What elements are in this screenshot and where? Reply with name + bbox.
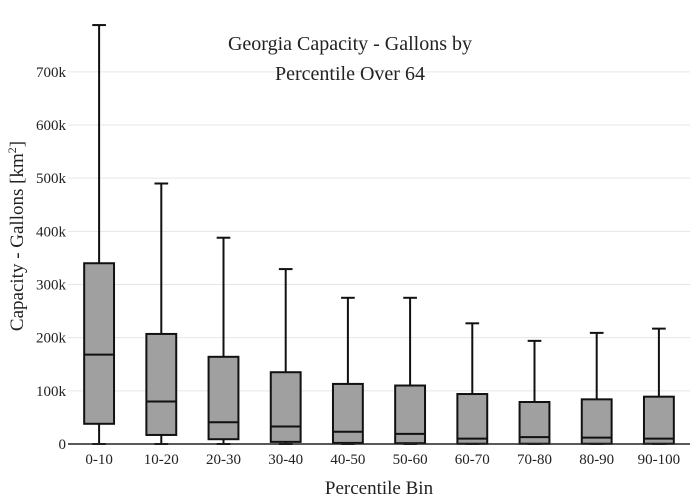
- y-tick-label: 0: [59, 437, 67, 453]
- box-rect: [456, 393, 489, 445]
- y-axis-title-end: ]: [7, 141, 28, 147]
- box-60-70: [456, 322, 489, 445]
- x-tick-label: 80-90: [579, 452, 614, 468]
- box-50-60: [394, 296, 427, 445]
- y-axis-title-superscript: 2: [5, 147, 19, 153]
- box-70-80: [518, 339, 551, 445]
- x-tick-label: 70-80: [517, 452, 552, 468]
- chart-title-line-1: Georgia Capacity - Gallons by: [228, 33, 472, 55]
- box-rect: [642, 395, 675, 445]
- y-tick-label: 400k: [36, 224, 67, 240]
- x-axis-title: Percentile Bin: [325, 478, 434, 499]
- x-tick-label: 40-50: [330, 452, 365, 468]
- box-30-40: [269, 268, 302, 445]
- box-rect: [207, 355, 240, 441]
- x-tick-label: 10-20: [144, 452, 179, 468]
- x-tick-labels: 0-10 10-20 20-30 30-40 40-50 50-60 60-70 70-80 8…: [85, 452, 680, 468]
- box-10-20: [145, 182, 178, 445]
- y-tick-label: 600k: [36, 118, 67, 134]
- y-tick-label: 300k: [36, 278, 67, 294]
- y-tick-labels: 0 100k 200k 300k 400k 500k 600k 700k: [36, 65, 67, 453]
- x-tick-label: 50-60: [393, 452, 428, 468]
- chart-title-line-2: Percentile Over 64: [275, 63, 425, 85]
- x-tick-label: 90-100: [638, 452, 681, 468]
- box-0-10: [83, 24, 116, 445]
- box-rect: [145, 332, 178, 436]
- x-tick-label: 0-10: [85, 452, 113, 468]
- y-tick-label: 700k: [36, 65, 67, 81]
- box-rect: [331, 382, 364, 444]
- box-rect: [269, 371, 302, 443]
- x-tick-label: 20-30: [206, 452, 241, 468]
- box-20-30: [207, 236, 240, 445]
- box-40-50: [331, 296, 364, 445]
- box-rect: [83, 262, 116, 425]
- y-axis-title: Capacity - Gallons [km2]: [5, 141, 28, 331]
- y-tick-label: 200k: [36, 331, 67, 347]
- y-tick-label: 500k: [36, 171, 67, 187]
- x-tick-label: 60-70: [455, 452, 490, 468]
- y-axis-title-main: Capacity - Gallons [km: [7, 153, 28, 331]
- box-90-100: [642, 327, 675, 445]
- box-80-90: [580, 331, 613, 445]
- y-tick-label: 100k: [36, 384, 67, 400]
- boxes: [83, 24, 675, 445]
- x-tick-label: 30-40: [268, 452, 303, 468]
